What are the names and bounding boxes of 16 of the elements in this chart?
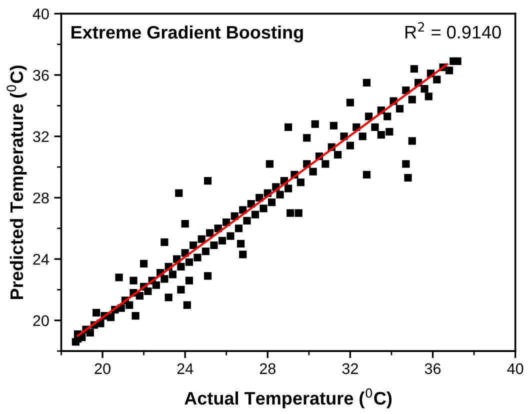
y-tick-label: 24 (33, 254, 49, 265)
x-tick-label: 36 (424, 363, 441, 374)
x-tick-label: 32 (342, 363, 358, 374)
x-tick-label: 40 (507, 363, 524, 374)
x-tick-label: 20 (94, 363, 110, 374)
x-axis-title: Actual Temperature ($^{0}$C) (184, 388, 392, 408)
y-tick-label: 40 (32, 8, 49, 20)
y-tick-label: 32 (33, 131, 49, 142)
annotation: Extreme Gradient Boosting (72, 25, 303, 42)
annotation: R$^{2}$ = 0.9140 (406, 22, 501, 39)
y-tick-label: 36 (33, 70, 49, 81)
y-axis-title: Predicted Temperature ($^{0}$C) (6, 66, 27, 299)
x-tick-label: 28 (260, 363, 276, 374)
y-tick-label: 28 (33, 192, 49, 204)
x-tick-label: 24 (177, 363, 194, 374)
y-tick-label: 20 (33, 315, 49, 326)
